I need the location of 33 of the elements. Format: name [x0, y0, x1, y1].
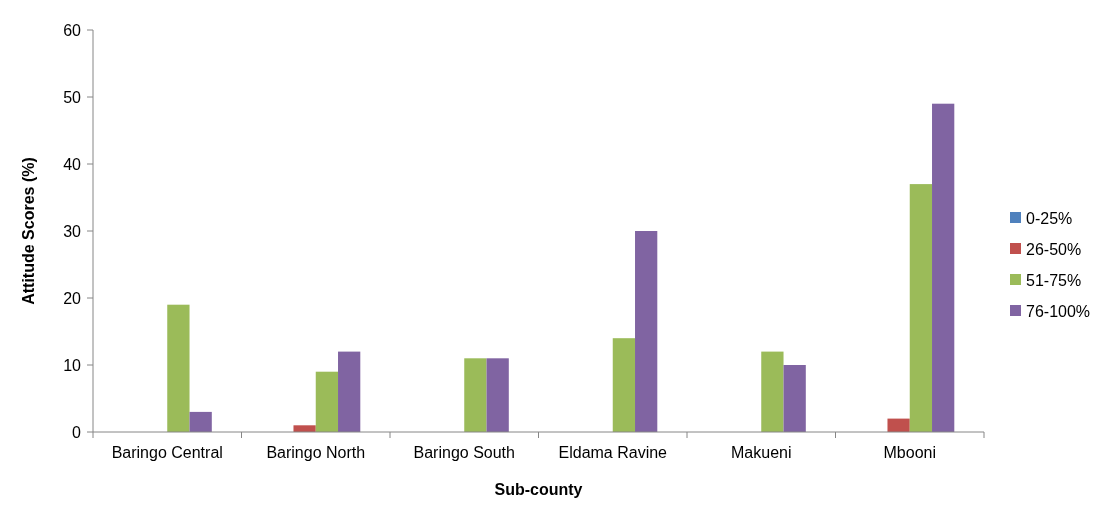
- legend-label: 0-25%: [1026, 209, 1073, 227]
- y-axis-title: Attitude Scores (%): [20, 157, 37, 305]
- legend-label: 76-100%: [1026, 302, 1091, 320]
- bar: [464, 358, 487, 432]
- legend-label: 51-75%: [1026, 271, 1082, 289]
- legend-label: 26-50%: [1026, 240, 1082, 258]
- bar: [189, 411, 212, 432]
- x-tick-label: Makueni: [731, 444, 792, 461]
- y-tick-label: 40: [63, 155, 82, 173]
- bar: [612, 338, 636, 432]
- bar: [887, 418, 910, 432]
- bar: [761, 351, 784, 432]
- x-tick-label: Baringo Central: [111, 444, 223, 461]
- x-tick-label: Baringo North: [266, 444, 366, 461]
- bar: [783, 365, 806, 432]
- bar: [167, 304, 190, 432]
- y-tick-label: 10: [63, 356, 82, 374]
- bar: [909, 184, 933, 432]
- bar: [635, 231, 658, 432]
- bar: [338, 351, 361, 432]
- y-tick-label: 50: [63, 88, 82, 106]
- y-tick-label: 30: [63, 222, 82, 240]
- bar: [315, 371, 339, 432]
- bar: [932, 103, 955, 432]
- x-tick-label: Eldama Ravine: [558, 444, 668, 461]
- x-tick-label: Mbooni: [883, 444, 936, 461]
- y-tick-label: 60: [63, 21, 82, 39]
- y-tick-label: 0: [72, 423, 82, 441]
- x-axis-title: Sub-county: [494, 481, 583, 498]
- bar: [486, 358, 509, 432]
- bar: [293, 425, 316, 432]
- x-tick-label: Baringo South: [413, 444, 515, 461]
- y-tick-label: 20: [63, 289, 82, 307]
